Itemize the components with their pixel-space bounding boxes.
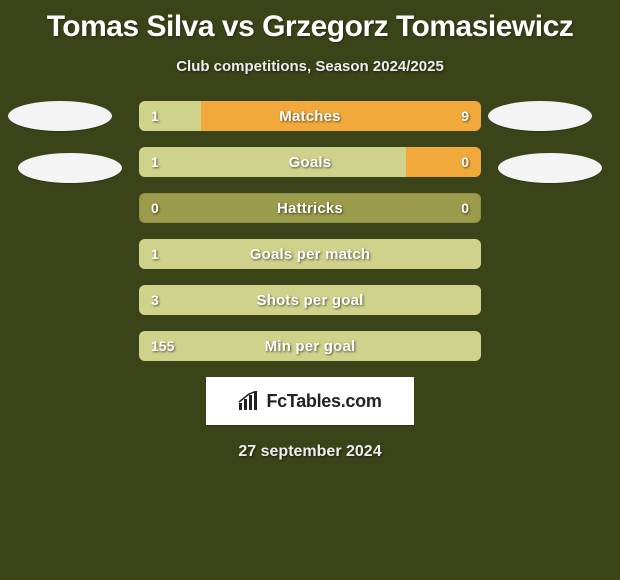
subtitle: Club competitions, Season 2024/2025: [0, 58, 620, 75]
stat-row: Shots per goal3: [139, 285, 481, 315]
branding-badge: FcTables.com: [206, 377, 414, 425]
comparison-area: Matches19Goals10Hattricks00Goals per mat…: [0, 101, 620, 361]
player-logo-placeholder: [488, 101, 592, 131]
stat-label: Min per goal: [139, 331, 481, 361]
date-line: 27 september 2024: [0, 443, 620, 461]
stat-bars: Matches19Goals10Hattricks00Goals per mat…: [139, 101, 481, 361]
stat-value-left: 1: [139, 101, 171, 131]
stat-row: Goals per match1: [139, 239, 481, 269]
branding-text: FcTables.com: [266, 391, 381, 412]
player-logo-placeholder: [18, 153, 122, 183]
stat-row: Matches1 9: [139, 101, 481, 131]
stat-value-right: 0: [449, 193, 481, 223]
page-title: Tomas Silva vs Grzegorz Tomasiewicz: [0, 0, 620, 44]
stat-label: Matches: [139, 101, 481, 131]
stat-row: Hattricks0 0: [139, 193, 481, 223]
stat-value-left: 0: [139, 193, 171, 223]
stat-label: Goals per match: [139, 239, 481, 269]
stat-value-left: 1: [139, 147, 171, 177]
stat-value-left: 3: [139, 285, 171, 315]
stat-row: Min per goal155: [139, 331, 481, 361]
stat-label: Shots per goal: [139, 285, 481, 315]
stat-value-right: 0: [449, 147, 481, 177]
stat-label: Goals: [139, 147, 481, 177]
stat-value-left: 1: [139, 239, 171, 269]
stat-label: Hattricks: [139, 193, 481, 223]
player-logo-placeholder: [8, 101, 112, 131]
chart-icon: [238, 391, 260, 411]
stat-row: Goals1 0: [139, 147, 481, 177]
stat-value-left: 155: [139, 331, 186, 361]
stat-value-right: 9: [449, 101, 481, 131]
player-logo-placeholder: [498, 153, 602, 183]
